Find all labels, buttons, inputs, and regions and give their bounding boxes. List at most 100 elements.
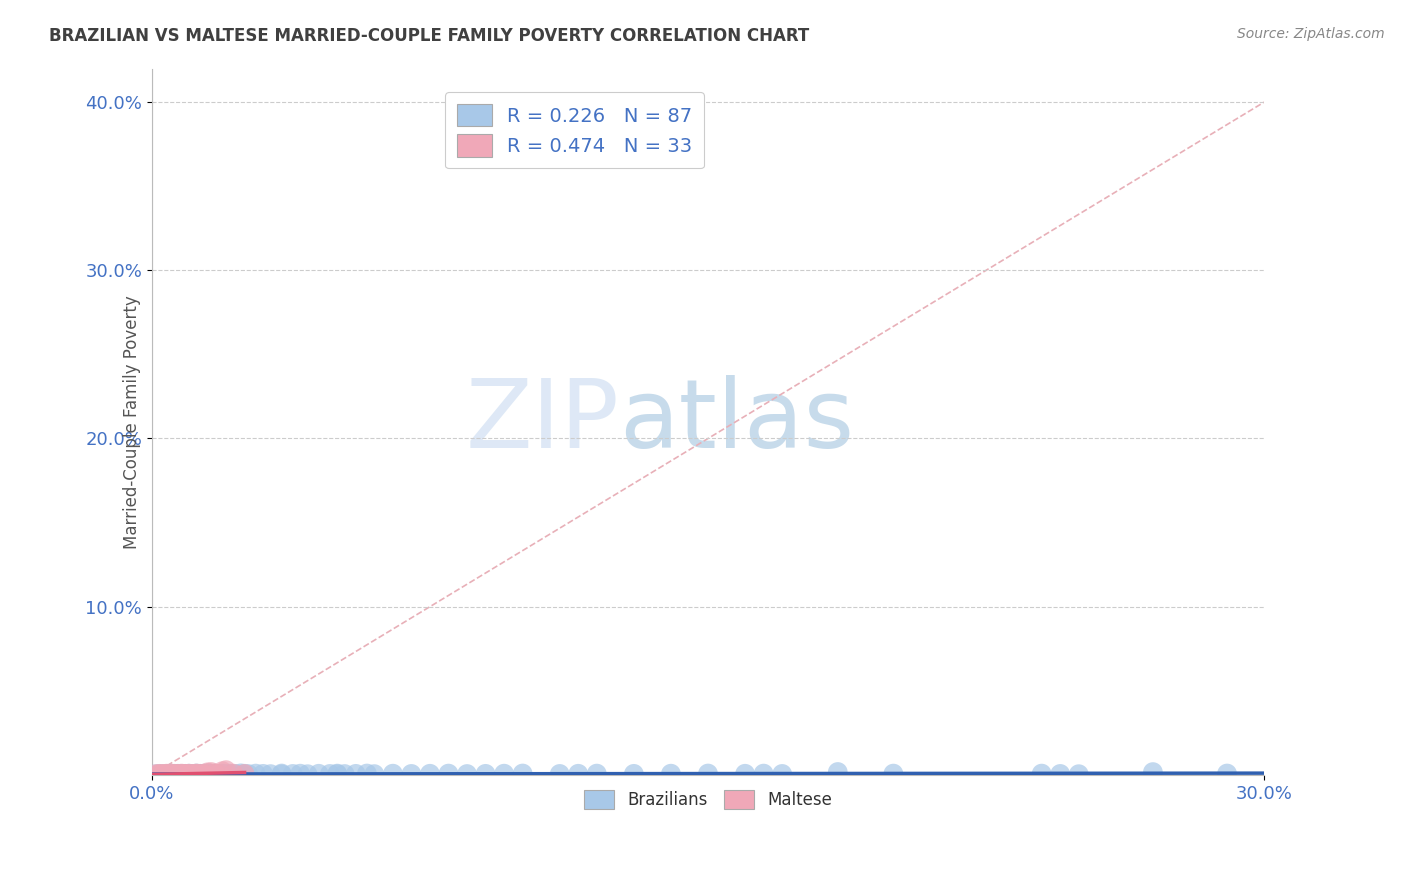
Point — [197, 767, 219, 781]
Point — [281, 767, 304, 781]
Point — [193, 767, 215, 781]
Point — [166, 767, 188, 781]
Point — [186, 766, 208, 780]
Legend: Brazilians, Maltese: Brazilians, Maltese — [576, 783, 839, 816]
Point — [207, 767, 229, 781]
Point — [156, 767, 179, 781]
Point — [204, 766, 226, 780]
Point — [156, 767, 179, 781]
Point — [1049, 767, 1071, 781]
Point — [193, 767, 215, 781]
Point — [474, 766, 496, 780]
Point — [166, 767, 188, 781]
Point — [156, 767, 179, 781]
Point — [170, 767, 193, 781]
Point — [437, 766, 460, 780]
Point — [567, 766, 589, 780]
Text: ZIP: ZIP — [465, 376, 619, 468]
Point — [148, 767, 170, 781]
Point — [456, 767, 478, 781]
Point — [290, 766, 312, 780]
Point — [252, 766, 274, 780]
Point — [159, 767, 181, 781]
Point — [259, 767, 281, 781]
Point — [163, 767, 186, 781]
Point — [181, 767, 204, 781]
Point — [170, 767, 193, 781]
Point — [207, 767, 229, 781]
Point — [401, 767, 423, 781]
Point — [363, 767, 385, 781]
Point — [163, 767, 186, 781]
Point — [152, 767, 174, 781]
Point — [882, 766, 904, 780]
Point — [174, 767, 197, 781]
Point — [186, 767, 208, 781]
Y-axis label: Married-Couple Family Poverty: Married-Couple Family Poverty — [122, 294, 141, 549]
Point — [238, 767, 260, 781]
Point — [174, 766, 197, 780]
Point — [827, 764, 849, 779]
Point — [333, 767, 356, 781]
Point — [344, 766, 367, 780]
Point — [319, 767, 342, 781]
Point — [233, 766, 256, 780]
Point — [381, 766, 404, 780]
Point — [512, 766, 534, 780]
Point — [200, 767, 222, 781]
Point — [159, 766, 181, 780]
Point — [1067, 767, 1090, 781]
Point — [174, 766, 197, 780]
Point — [188, 767, 211, 781]
Point — [326, 766, 349, 780]
Point — [145, 767, 167, 781]
Point — [197, 766, 219, 780]
Point — [229, 766, 252, 780]
Point — [211, 764, 233, 778]
Point — [204, 766, 226, 780]
Point — [218, 766, 240, 780]
Point — [419, 766, 441, 780]
Point — [697, 766, 720, 780]
Point — [308, 766, 330, 780]
Point — [326, 767, 349, 781]
Point — [215, 767, 238, 781]
Point — [159, 767, 181, 781]
Point — [215, 763, 238, 777]
Point — [170, 766, 193, 780]
Point — [193, 766, 215, 780]
Point — [186, 766, 208, 780]
Point — [770, 767, 793, 781]
Point — [177, 767, 200, 781]
Point — [752, 766, 775, 780]
Point — [204, 767, 226, 781]
Point — [200, 766, 222, 780]
Point — [211, 766, 233, 780]
Point — [548, 767, 571, 781]
Text: atlas: atlas — [619, 376, 855, 468]
Point — [245, 766, 267, 780]
Point — [163, 766, 186, 780]
Point — [166, 766, 188, 780]
Point — [200, 764, 222, 779]
Point — [1142, 765, 1164, 780]
Point — [152, 767, 174, 781]
Point — [623, 766, 645, 780]
Point — [152, 767, 174, 781]
Point — [177, 767, 200, 781]
Point — [226, 767, 249, 781]
Point — [177, 766, 200, 780]
Point — [170, 767, 193, 781]
Point — [188, 766, 211, 780]
Point — [197, 765, 219, 780]
Point — [148, 766, 170, 780]
Point — [207, 766, 229, 780]
Point — [156, 766, 179, 780]
Point — [211, 766, 233, 780]
Point — [181, 767, 204, 781]
Point — [186, 766, 208, 780]
Text: BRAZILIAN VS MALTESE MARRIED-COUPLE FAMILY POVERTY CORRELATION CHART: BRAZILIAN VS MALTESE MARRIED-COUPLE FAMI… — [49, 27, 810, 45]
Point — [163, 767, 186, 781]
Point — [177, 767, 200, 781]
Point — [1216, 766, 1239, 780]
